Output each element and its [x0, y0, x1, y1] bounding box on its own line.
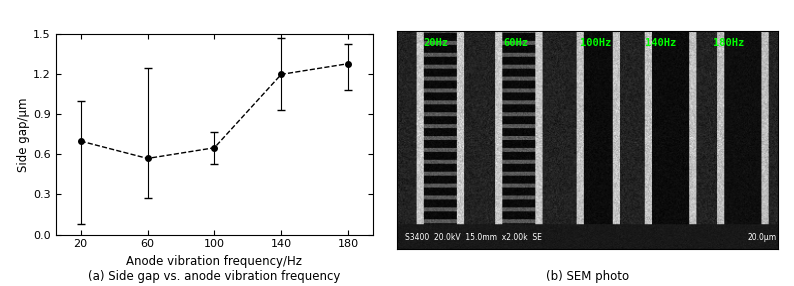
Y-axis label: Side gap/μm: Side gap/μm [17, 97, 30, 172]
Text: 140Hz: 140Hz [645, 38, 676, 48]
Text: (b) SEM photo: (b) SEM photo [546, 270, 629, 283]
Text: 60Hz: 60Hz [503, 38, 529, 48]
Text: (a) Side gap vs. anode vibration frequency: (a) Side gap vs. anode vibration frequen… [88, 270, 341, 283]
Text: 100Hz: 100Hz [580, 38, 611, 48]
X-axis label: Anode vibration frequency/Hz: Anode vibration frequency/Hz [126, 255, 303, 268]
Text: S3400  20.0kV  15.0mm  x2.00k  SE: S3400 20.0kV 15.0mm x2.00k SE [405, 233, 542, 242]
Text: 180Hz: 180Hz [713, 38, 745, 48]
Text: 20.0µm: 20.0µm [748, 233, 777, 242]
Text: 20Hz: 20Hz [424, 38, 449, 48]
